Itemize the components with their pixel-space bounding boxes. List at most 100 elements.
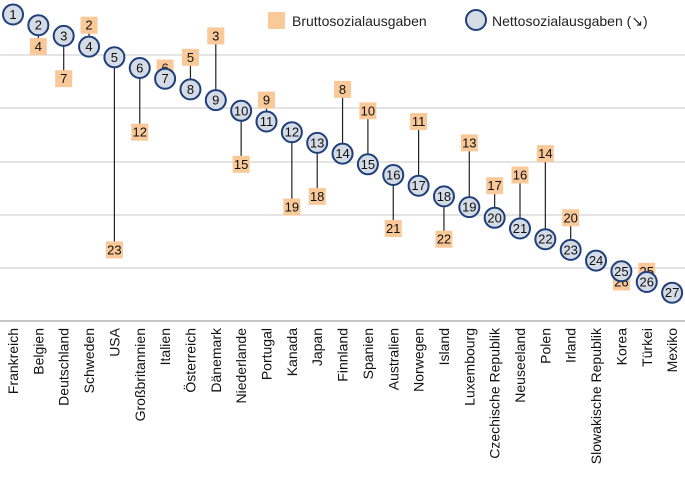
net-rank-marker: [559, 238, 582, 261]
net-rank-marker: [458, 196, 481, 219]
gross-rank-label: 22: [437, 232, 451, 247]
net-rank-marker: [103, 46, 126, 69]
net-rank-marker: [78, 35, 101, 58]
net-rank-label: 27: [665, 285, 679, 300]
category-label: Finnland: [335, 328, 351, 382]
category-label: Belgien: [30, 328, 46, 375]
gross-rank-label: 19: [285, 200, 299, 215]
gross-rank-marker: [536, 145, 554, 163]
net-rank-marker: [204, 89, 227, 112]
gross-rank-label: 20: [563, 210, 577, 225]
net-rank-label: 7: [161, 71, 168, 86]
category-label: Portugal: [259, 328, 275, 380]
legend-net-label: Nettosozialausgaben (↘): [492, 13, 648, 29]
net-rank-marker: [230, 99, 253, 122]
category-label: Großbritannien: [132, 328, 148, 421]
gross-rank-marker: [232, 155, 250, 173]
net-rank-label: 9: [212, 93, 219, 108]
net-rank-marker: [179, 78, 202, 101]
gross-rank-label: 23: [107, 242, 121, 257]
gross-rank-marker: [486, 177, 504, 195]
net-rank-label: 19: [462, 200, 476, 215]
gross-rank-label: 16: [513, 168, 527, 183]
gross-rank-label: 10: [361, 103, 375, 118]
net-rank-label: 18: [437, 189, 451, 204]
gross-rank-label: 11: [412, 114, 426, 129]
gross-rank-label: 5: [187, 50, 194, 65]
gross-rank-marker: [55, 70, 73, 88]
category-label: Kanada: [284, 328, 300, 376]
net-rank-label: 14: [335, 146, 349, 161]
gross-rank-label: 9: [263, 93, 270, 108]
category-label: Dänemark: [208, 327, 224, 393]
gross-rank-label: 12: [133, 125, 147, 140]
category-label: Polen: [537, 328, 553, 364]
category-label: Japan: [309, 328, 325, 366]
gross-rank-marker: [308, 187, 326, 205]
category-label: Slowakische Republik: [588, 327, 604, 464]
gross-rank-marker: [131, 123, 149, 141]
gross-rank-marker: [562, 209, 580, 227]
legend-gross-label: Bruttosozialausgaben: [292, 13, 427, 29]
category-label: Australien: [385, 328, 401, 390]
net-rank-label: 22: [538, 232, 552, 247]
gross-rank-marker: [435, 230, 453, 248]
gross-rank-label: 14: [538, 146, 552, 161]
gross-rank-marker: [207, 27, 225, 45]
net-rank-marker: [255, 110, 278, 133]
category-label: Niederlande: [233, 328, 249, 404]
category-label: Mexiko: [664, 328, 680, 373]
gross-rank-marker: [181, 48, 199, 66]
net-rank-marker: [280, 121, 303, 144]
gross-rank-marker: [258, 91, 275, 109]
net-rank-label: 23: [563, 242, 577, 257]
gross-rank-marker: [359, 102, 377, 120]
net-rank-label: 13: [310, 135, 324, 150]
net-rank-label: 11: [260, 114, 274, 129]
legend-gross-swatch: [268, 12, 285, 29]
net-rank-label: 25: [614, 264, 628, 279]
gross-rank-label: 4: [35, 39, 42, 54]
gross-rank-label: 15: [234, 157, 248, 172]
gross-rank-marker: [334, 80, 352, 98]
net-rank-marker: [432, 185, 455, 208]
net-rank-marker: [2, 3, 24, 26]
net-rank-label: 8: [187, 82, 194, 97]
category-label: Luxembourg: [461, 328, 477, 406]
gross-rank-marker: [384, 220, 402, 237]
gross-rank-label: 21: [386, 221, 400, 236]
net-rank-marker: [610, 260, 633, 283]
net-rank-label: 16: [386, 168, 400, 183]
gross-rank-marker: [410, 113, 428, 130]
legend: Bruttosozialausgaben Nettosozialausgaben…: [268, 9, 648, 31]
net-rank-marker: [331, 142, 354, 165]
gross-rank-label: 17: [487, 178, 501, 193]
category-label: Frankreich: [5, 328, 21, 394]
category-label: Czechische Republik: [487, 327, 503, 459]
category-label: Irland: [563, 328, 579, 363]
category-label: Italien: [157, 328, 173, 365]
gross-rank-marker: [283, 198, 301, 216]
net-rank-marker: [356, 153, 379, 176]
net-rank-label: 17: [411, 178, 425, 193]
net-rank-label: 24: [589, 253, 603, 268]
net-rank-label: 15: [361, 157, 375, 172]
category-label: Island: [436, 328, 452, 365]
gross-rank-marker: [29, 38, 47, 56]
net-rank-marker: [27, 14, 50, 37]
category-labels: Frankreich Belgien Deutschland Schweden USA G…: [5, 327, 680, 464]
category-label: Schweden: [81, 328, 97, 393]
net-rank-marker: [534, 228, 557, 251]
gross-rank-label: 7: [60, 71, 67, 86]
net-rank-label: 26: [640, 275, 654, 290]
net-rank-label: 2: [35, 18, 42, 33]
net-rank-marker: [635, 271, 658, 293]
net-rank-marker: [382, 164, 405, 186]
net-rank-marker: [52, 24, 75, 47]
net-rank-label: 12: [285, 125, 299, 140]
category-label: Spanien: [360, 328, 376, 379]
legend-net-swatch: [465, 9, 487, 31]
category-label: Österreich: [181, 328, 198, 393]
gross-rank-marker: [511, 166, 529, 184]
